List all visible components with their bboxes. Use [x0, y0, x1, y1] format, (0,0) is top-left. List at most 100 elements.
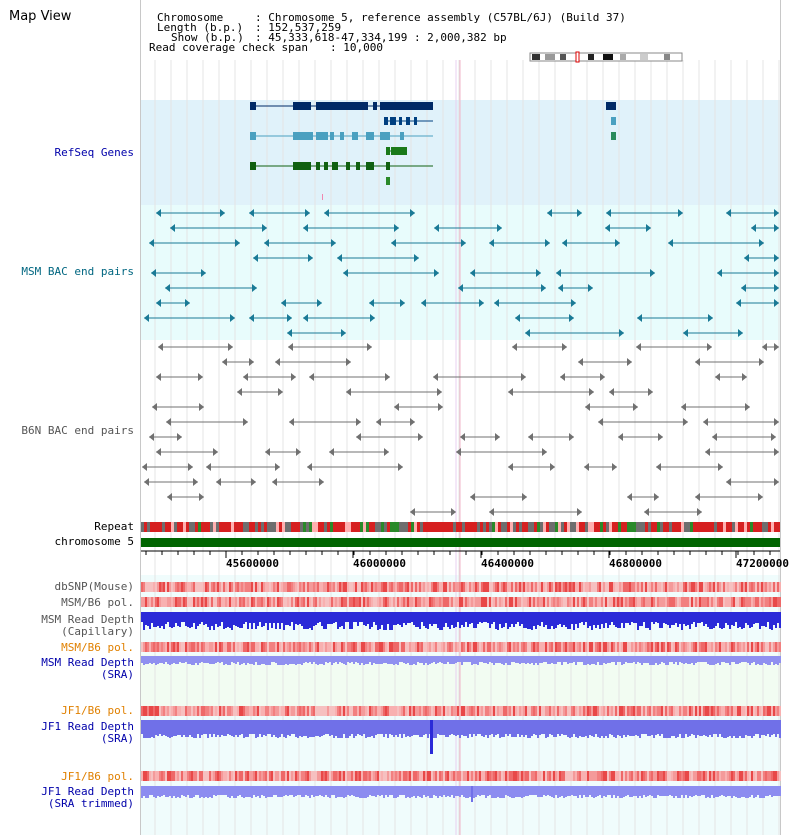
depth-bar	[299, 656, 301, 664]
heat-cell	[245, 771, 247, 781]
jf1-depth-sra-label-1[interactable]: JF1 Read Depth	[41, 720, 134, 733]
heat-cell	[737, 597, 739, 607]
bac-end-marker	[288, 343, 293, 351]
repeat-segment	[666, 522, 669, 532]
msm-depth-capillary-label-1[interactable]: MSM Read Depth	[41, 613, 134, 626]
heat-cell	[279, 706, 281, 716]
heat-cell	[703, 771, 705, 781]
depth-bar	[663, 786, 665, 796]
jf1-b6-pol-label-2[interactable]: JF1/B6 pol.	[61, 770, 134, 783]
heat-cell	[507, 597, 509, 607]
depth-bar	[691, 720, 693, 734]
refseq-genes-label[interactable]: RefSeq Genes	[54, 146, 134, 159]
depth-bar	[475, 720, 477, 736]
heat-cell	[195, 771, 197, 781]
repeat-segment	[465, 522, 468, 532]
heat-cell	[225, 642, 227, 652]
heat-cell	[689, 582, 691, 592]
depth-bar	[473, 786, 475, 798]
msm-depth-sra-label-1[interactable]: MSM Read Depth	[41, 656, 134, 669]
depth-bar	[645, 612, 647, 628]
depth-bar	[619, 612, 621, 628]
heat-cell	[397, 706, 399, 716]
heat-cell	[525, 771, 527, 781]
depth-bar	[477, 612, 479, 624]
heat-cell	[641, 582, 643, 592]
gene-exon	[250, 102, 256, 110]
heat-cell	[747, 706, 749, 716]
heat-cell	[225, 597, 227, 607]
msm-b6-pol-label-1[interactable]: MSM/B6 pol.	[61, 596, 134, 609]
gene-exon	[386, 147, 390, 155]
msm-b6-pol-label-2[interactable]: MSM/B6 pol.	[61, 641, 134, 654]
heat-cell	[435, 597, 437, 607]
b6n-bac-label[interactable]: B6N BAC end pairs	[21, 424, 134, 437]
heat-cell	[717, 582, 719, 592]
heat-cell	[771, 582, 773, 592]
frame-left	[140, 0, 141, 835]
repeat-segment	[165, 522, 168, 532]
jf1-b6-pol-label-1[interactable]: JF1/B6 pol.	[61, 704, 134, 717]
depth-bar	[715, 786, 717, 797]
depth-bar	[165, 786, 167, 797]
heat-cell	[537, 597, 539, 607]
depth-bar	[525, 720, 527, 735]
heat-cell	[373, 771, 375, 781]
depth-bar	[303, 656, 305, 663]
msm-bac-label[interactable]: MSM BAC end pairs	[21, 265, 134, 278]
heat-cell	[189, 642, 191, 652]
bac-end-marker	[275, 463, 280, 471]
depth-bar	[159, 656, 161, 663]
heat-cell	[333, 771, 335, 781]
depth-bar	[775, 720, 777, 737]
heat-cell	[387, 582, 389, 592]
heat-cell	[147, 771, 149, 781]
heat-cell	[345, 771, 347, 781]
jf1-depth-trimmed-label-1[interactable]: JF1 Read Depth	[41, 785, 134, 798]
depth-bar	[525, 786, 527, 796]
repeat-segment	[741, 522, 744, 532]
heat-cell	[285, 597, 287, 607]
depth-bar	[395, 720, 397, 735]
bac-end-marker	[398, 463, 403, 471]
heat-cell	[269, 706, 271, 716]
depth-bar	[511, 656, 513, 662]
depth-bar	[741, 786, 743, 797]
heat-cell	[559, 642, 561, 652]
depth-bar	[779, 656, 781, 663]
heat-cell	[199, 597, 201, 607]
heat-cell	[373, 642, 375, 652]
depth-bar	[551, 720, 553, 735]
heat-cell	[305, 582, 307, 592]
bac-end-marker	[654, 493, 659, 501]
heat-cell	[735, 706, 737, 716]
heat-cell	[531, 771, 533, 781]
depth-bar	[363, 786, 365, 798]
depth-bar	[771, 612, 773, 630]
heat-cell	[605, 771, 607, 781]
depth-bar	[651, 786, 653, 796]
depth-bar	[569, 720, 571, 738]
heat-cell	[737, 771, 739, 781]
depth-bar	[739, 720, 741, 736]
heat-cell	[515, 642, 517, 652]
heat-cell	[387, 771, 389, 781]
heat-cell	[287, 706, 289, 716]
depth-bar	[469, 656, 471, 662]
repeat-segment	[717, 522, 720, 532]
heat-cell	[697, 597, 699, 607]
bac-end-marker	[736, 299, 741, 307]
heat-cell	[667, 642, 669, 652]
depth-bar	[549, 612, 551, 629]
heat-cell	[455, 582, 457, 592]
heat-cell	[281, 642, 283, 652]
depth-bar	[505, 612, 507, 623]
heat-cell	[325, 597, 327, 607]
heat-cell	[511, 706, 513, 716]
heat-cell	[267, 597, 269, 607]
heat-cell	[405, 706, 407, 716]
heat-cell	[285, 771, 287, 781]
heat-cell	[211, 706, 213, 716]
dbsnp-label[interactable]: dbSNP(Mouse)	[54, 580, 134, 593]
